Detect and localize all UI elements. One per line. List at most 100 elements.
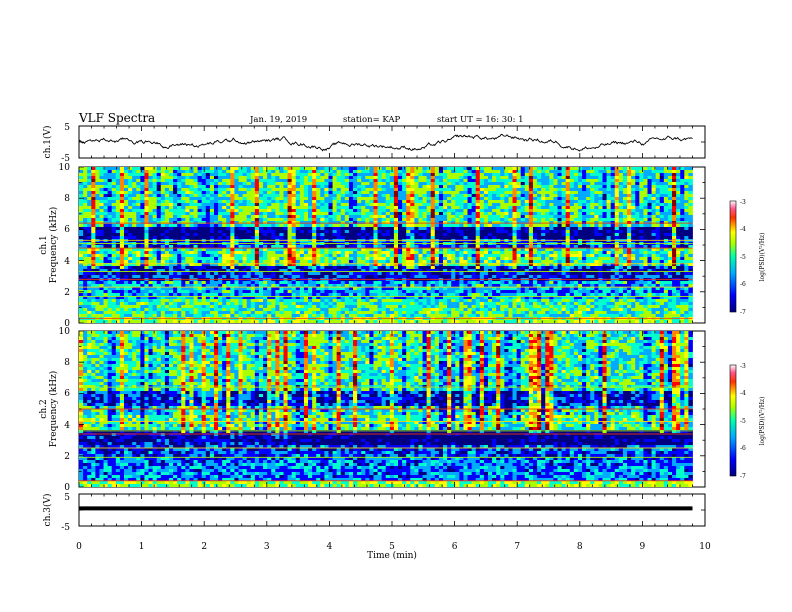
spectrogram-cell — [230, 212, 235, 216]
spectrogram-cell — [614, 173, 620, 177]
spectrogram-cell — [209, 230, 215, 234]
spectrogram-cell — [479, 176, 485, 180]
spectrogram-cell — [684, 209, 689, 213]
spectrogram-cell — [377, 218, 383, 222]
spectrogram-cell — [99, 254, 104, 258]
spectrogram-cell — [418, 257, 423, 261]
spectrogram-cell — [234, 236, 239, 240]
spectrogram-cell — [213, 257, 219, 261]
spectrogram-cell — [136, 248, 141, 252]
spectrogram-cell — [434, 251, 440, 255]
spectrogram-cell — [328, 209, 333, 213]
spectrogram-cell — [402, 209, 407, 213]
spectrogram-cell — [434, 263, 440, 267]
spectrogram-cell — [598, 206, 603, 210]
spectrogram-cell — [201, 254, 207, 258]
spectrogram-cell — [467, 215, 473, 219]
spectrogram-cell — [516, 170, 522, 174]
spectrogram-cell — [201, 182, 207, 186]
spectrogram-cell — [647, 248, 652, 252]
spectrogram-cell — [573, 212, 579, 216]
spectrogram-cell — [209, 263, 215, 267]
spectrogram-cell — [226, 266, 231, 270]
spectrogram-cell — [516, 230, 522, 234]
spectrogram-cell — [639, 263, 644, 267]
spectrogram-cell — [598, 188, 603, 192]
spectrogram-cell — [389, 248, 395, 252]
spectrogram-cell — [148, 260, 154, 264]
spectrogram-cell — [238, 248, 243, 252]
spectrogram-cell — [136, 227, 141, 231]
spectrogram-cell — [561, 263, 567, 267]
spectrogram-cell — [144, 257, 149, 261]
spectrogram-cell — [332, 176, 338, 180]
spectrogram-cell — [332, 245, 338, 249]
spectrogram-cell — [234, 227, 239, 231]
spectrogram-cell — [230, 248, 235, 252]
spectrogram-cell — [577, 173, 583, 177]
spectrogram-cell — [156, 263, 162, 267]
spectrogram-cell — [115, 203, 121, 207]
spectrogram-cell — [524, 254, 530, 258]
spectrogram-cell — [496, 206, 501, 210]
spectrogram-cell — [164, 263, 170, 267]
spectrogram-cell — [353, 185, 358, 189]
spectrogram-cell — [651, 209, 657, 213]
spectrogram-cell — [177, 197, 182, 201]
spectrogram-cell — [193, 224, 199, 228]
spectrogram-cell — [659, 260, 665, 264]
spectrogram-cell — [577, 170, 583, 174]
spectrogram-cell — [144, 227, 149, 231]
spectrogram-cell — [663, 215, 669, 219]
spectrogram-cell — [582, 185, 587, 189]
spectrogram-cell — [455, 248, 460, 252]
spectrogram-cell — [123, 233, 129, 237]
spectrogram-cell — [496, 230, 501, 234]
spectrogram-cell — [103, 197, 109, 201]
spectrogram-cell — [443, 188, 448, 192]
spectrogram-cell — [557, 263, 562, 267]
spectrogram-cell — [443, 170, 448, 174]
spectrogram-cell — [328, 260, 333, 264]
spectrogram-cell — [107, 206, 113, 210]
spectrogram-cell — [504, 167, 509, 171]
spectrogram-cell — [410, 248, 415, 252]
spectrogram-cell — [680, 260, 685, 264]
spectrogram-cell — [79, 173, 84, 177]
spectrogram-cell — [336, 191, 342, 195]
spectrogram-cell — [193, 176, 199, 180]
spectrogram-cell — [573, 245, 579, 249]
spectrogram-cell — [561, 203, 567, 207]
spectrogram-cell — [132, 215, 137, 219]
spectrogram-cell — [549, 170, 554, 174]
spectrogram-cell — [463, 176, 468, 180]
spectrogram-cell — [414, 224, 419, 228]
spectrogram-cell — [651, 257, 657, 261]
spectrogram-cell — [361, 260, 366, 264]
spectrogram-cell — [426, 194, 432, 198]
spectrogram-cell — [655, 254, 661, 258]
spectrogram-cell — [148, 206, 154, 210]
spectrogram-cell — [487, 176, 493, 180]
spectrogram-cell — [447, 188, 452, 192]
spectrogram-cell — [140, 179, 145, 183]
spectrogram-cell — [483, 200, 489, 204]
spectrogram-cell — [95, 179, 100, 183]
spectrogram-cell — [173, 212, 178, 216]
spectrogram-cell — [353, 182, 358, 186]
spectrogram-cell — [532, 263, 538, 267]
spectrogram-cell — [586, 212, 591, 216]
spectrogram-cell — [373, 167, 378, 171]
spectrogram-cell — [385, 173, 391, 177]
spectrogram-cell — [246, 254, 252, 258]
spectrogram-cell — [663, 263, 669, 267]
spectrogram-cell — [344, 194, 350, 198]
spectrogram-cell — [283, 212, 288, 216]
spectrogram-cell — [463, 197, 468, 201]
spectrogram-cell — [524, 197, 530, 201]
spectrogram-cell — [91, 194, 96, 198]
spectrogram-cell — [222, 215, 227, 219]
spectrogram-cell — [197, 212, 203, 216]
spectrogram-cell — [107, 185, 113, 189]
spectrogram-cell — [577, 218, 583, 222]
